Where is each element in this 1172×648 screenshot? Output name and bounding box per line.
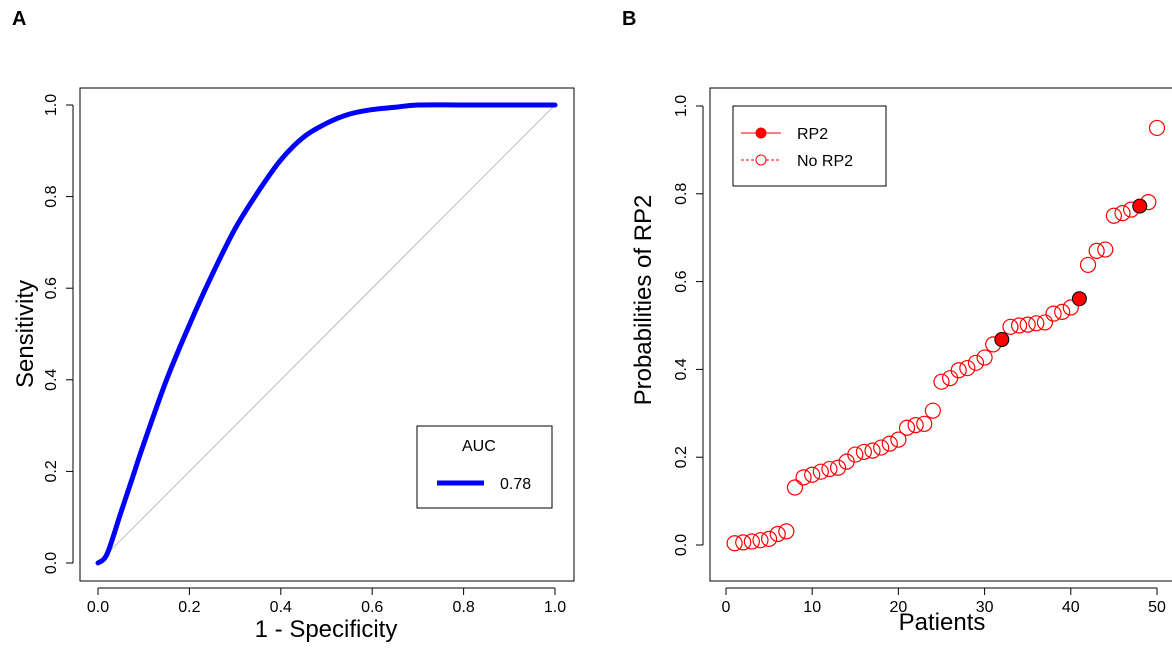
no-rp2-point xyxy=(786,479,804,496)
x-tick-label: 1.0 xyxy=(544,599,566,616)
no-rp2-point xyxy=(1045,305,1062,322)
legend-box xyxy=(416,425,553,509)
no-rp2-point xyxy=(873,439,890,456)
no-rp2-point xyxy=(942,370,959,387)
y-tick-label: 0.8 xyxy=(43,185,60,207)
x-tick-label: 30 xyxy=(976,599,994,616)
legend-title: AUC xyxy=(462,438,496,455)
x-tick-label: 0.0 xyxy=(87,599,109,616)
rp2-point xyxy=(994,332,1010,348)
y-tick-label: 1.0 xyxy=(673,95,690,117)
no-rp2-point xyxy=(752,532,769,549)
y-tick-label: 0.4 xyxy=(43,369,60,391)
no-rp2-point xyxy=(769,525,786,543)
no-rp2-point xyxy=(916,415,933,432)
no-rp2-point xyxy=(1062,299,1079,316)
no-rp2-point xyxy=(855,443,873,461)
reference-diagonal-line xyxy=(97,104,556,564)
no-rp2-point xyxy=(864,442,881,459)
y-tick-label: 0.2 xyxy=(43,460,60,482)
no-rp2-point xyxy=(881,435,898,452)
no-rp2-point xyxy=(1036,314,1054,331)
no-rp2-point xyxy=(804,466,821,483)
no-rp2-point xyxy=(760,530,778,547)
no-rp2-point xyxy=(795,469,812,486)
no-rp2-point xyxy=(726,535,743,552)
y-tick-label: 0.0 xyxy=(673,534,690,556)
rp2-point xyxy=(1132,198,1148,214)
no-rp2-point xyxy=(829,459,847,476)
legend-auc-value: 0.78 xyxy=(500,476,531,493)
no-rp2-point xyxy=(1010,317,1028,334)
no-rp2-point xyxy=(1079,256,1097,274)
no-rp2-point xyxy=(1114,205,1131,222)
x-tick-label: 20 xyxy=(890,599,908,616)
x-tick-label: 0.4 xyxy=(270,599,292,616)
x-axis-label: 1 - Specificity xyxy=(255,616,398,643)
no-rp2-point xyxy=(950,362,967,379)
no-rp2-point xyxy=(959,359,976,377)
x-tick-label: 0.8 xyxy=(452,599,474,616)
no-rp2-point xyxy=(1105,207,1123,224)
no-rp2-point xyxy=(847,446,864,463)
no-rp2-point xyxy=(1019,316,1036,333)
x-tick-label: 50 xyxy=(1148,599,1166,616)
no-rp2-point xyxy=(933,373,950,390)
y-tick-label: 0.2 xyxy=(673,446,690,468)
roc-panel: 0.0 0.2 0.4 0.6 0.8 1.0 0.0 0.2 0.4 0.6 0.8 1.0 AUC 0… xyxy=(12,87,575,643)
rp2-point xyxy=(1071,291,1087,307)
plot-frame xyxy=(79,87,575,582)
x-tick-label: 0.6 xyxy=(361,599,383,616)
y-axis-label: Probabilities of RP2 xyxy=(630,195,657,406)
roc-curve xyxy=(95,102,558,566)
panel-letter-b: B xyxy=(622,8,637,30)
no-rp2-point xyxy=(924,402,941,419)
no-rp2-point xyxy=(1028,315,1045,332)
y-axis-label: Sensitivity xyxy=(12,280,39,388)
no-rp2-point xyxy=(907,417,924,434)
y-tick-label: 0.4 xyxy=(673,358,690,380)
no-rp2-point xyxy=(898,419,916,436)
panel-letter-a: A xyxy=(12,8,27,30)
probability-panel: 0 10 20 30 40 50 0.0 0.2 0.4 0.6 0.8 1.0 RP2 No RP2 Pa… xyxy=(630,87,1172,636)
x-tick-label: 40 xyxy=(1062,599,1080,616)
x-tick-label: 10 xyxy=(803,599,821,616)
no-rp2-point xyxy=(743,533,760,550)
legend-box xyxy=(732,105,887,187)
x-tick-label: 0.2 xyxy=(178,599,200,616)
y-tick-label: 0.6 xyxy=(43,277,60,299)
auc-legend: AUC 0.78 xyxy=(416,425,553,509)
no-rp2-point xyxy=(821,460,838,478)
legend-no-rp2-marker xyxy=(755,154,767,166)
plot-frame xyxy=(709,87,1172,582)
legend-rp2-marker xyxy=(755,127,767,139)
y-tick-label: 0.6 xyxy=(673,270,690,292)
no-rp2-point xyxy=(1002,318,1019,335)
no-rp2-point xyxy=(812,463,829,480)
no-rp2-point xyxy=(1148,119,1166,137)
y-tick-label: 0.0 xyxy=(43,552,60,574)
y-tick-label: 1.0 xyxy=(43,94,60,116)
no-rp2-point xyxy=(890,431,907,448)
no-rp2-point xyxy=(1088,242,1105,259)
no-rp2-point xyxy=(976,349,993,366)
no-rp2-point xyxy=(1054,303,1071,320)
legend-no-rp2-label: No RP2 xyxy=(797,153,853,170)
no-rp2-point xyxy=(735,534,752,551)
y-tick-label: 0.8 xyxy=(673,183,690,205)
rp2-legend: RP2 No RP2 xyxy=(732,105,887,187)
x-axis-label: Patients xyxy=(899,609,986,636)
x-tick-label: 0 xyxy=(722,599,731,616)
no-rp2-point xyxy=(778,523,795,540)
no-rp2-point xyxy=(1097,241,1114,258)
legend-rp2-label: RP2 xyxy=(797,126,828,143)
no-rp2-point xyxy=(967,354,985,371)
